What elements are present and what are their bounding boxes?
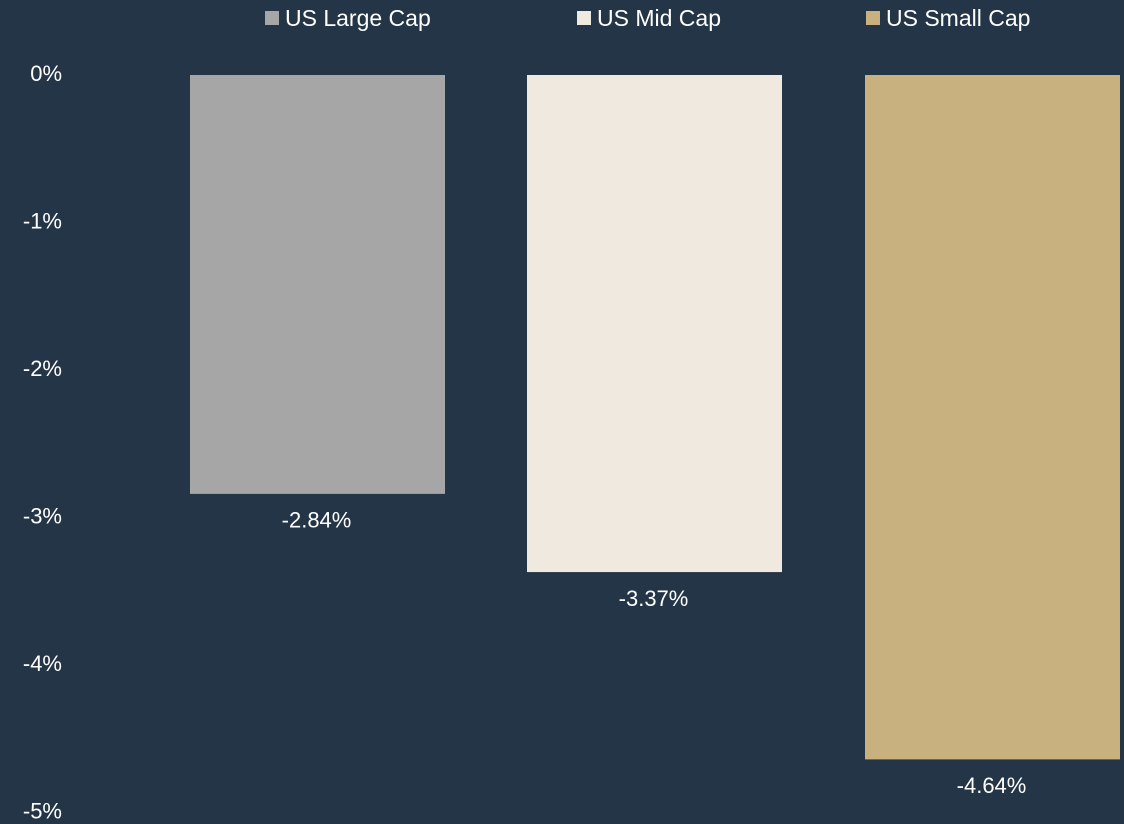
legend-label-us-large-cap: US Large Cap bbox=[285, 4, 431, 31]
bar-us-small-cap bbox=[865, 75, 1120, 760]
y-tick-label: -1% bbox=[23, 208, 62, 233]
bar-us-large-cap bbox=[190, 75, 445, 494]
data-label: -2.84% bbox=[282, 508, 352, 533]
legend-item-us-mid-cap: US Mid Cap bbox=[577, 4, 721, 32]
y-tick-label: -4% bbox=[23, 651, 62, 676]
y-tick-label: 0% bbox=[30, 61, 62, 86]
legend-label-us-mid-cap: US Mid Cap bbox=[597, 4, 721, 31]
y-tick-label: -5% bbox=[23, 798, 62, 823]
legend-item-us-large-cap: US Large Cap bbox=[265, 4, 431, 32]
legend-label-us-small-cap: US Small Cap bbox=[886, 4, 1031, 31]
data-label: -3.37% bbox=[619, 586, 689, 611]
legend-swatch-us-mid-cap bbox=[577, 11, 591, 25]
bar-us-mid-cap bbox=[527, 75, 782, 573]
legend-swatch-us-small-cap bbox=[866, 11, 880, 25]
legend: US Large Cap US Mid Cap US Small Cap bbox=[0, 4, 1124, 32]
y-tick-label: -3% bbox=[23, 503, 62, 528]
y-tick-label: -2% bbox=[23, 356, 62, 381]
legend-item-us-small-cap: US Small Cap bbox=[866, 4, 1030, 32]
data-label: -4.64% bbox=[957, 773, 1027, 798]
legend-swatch-us-large-cap bbox=[265, 11, 279, 25]
